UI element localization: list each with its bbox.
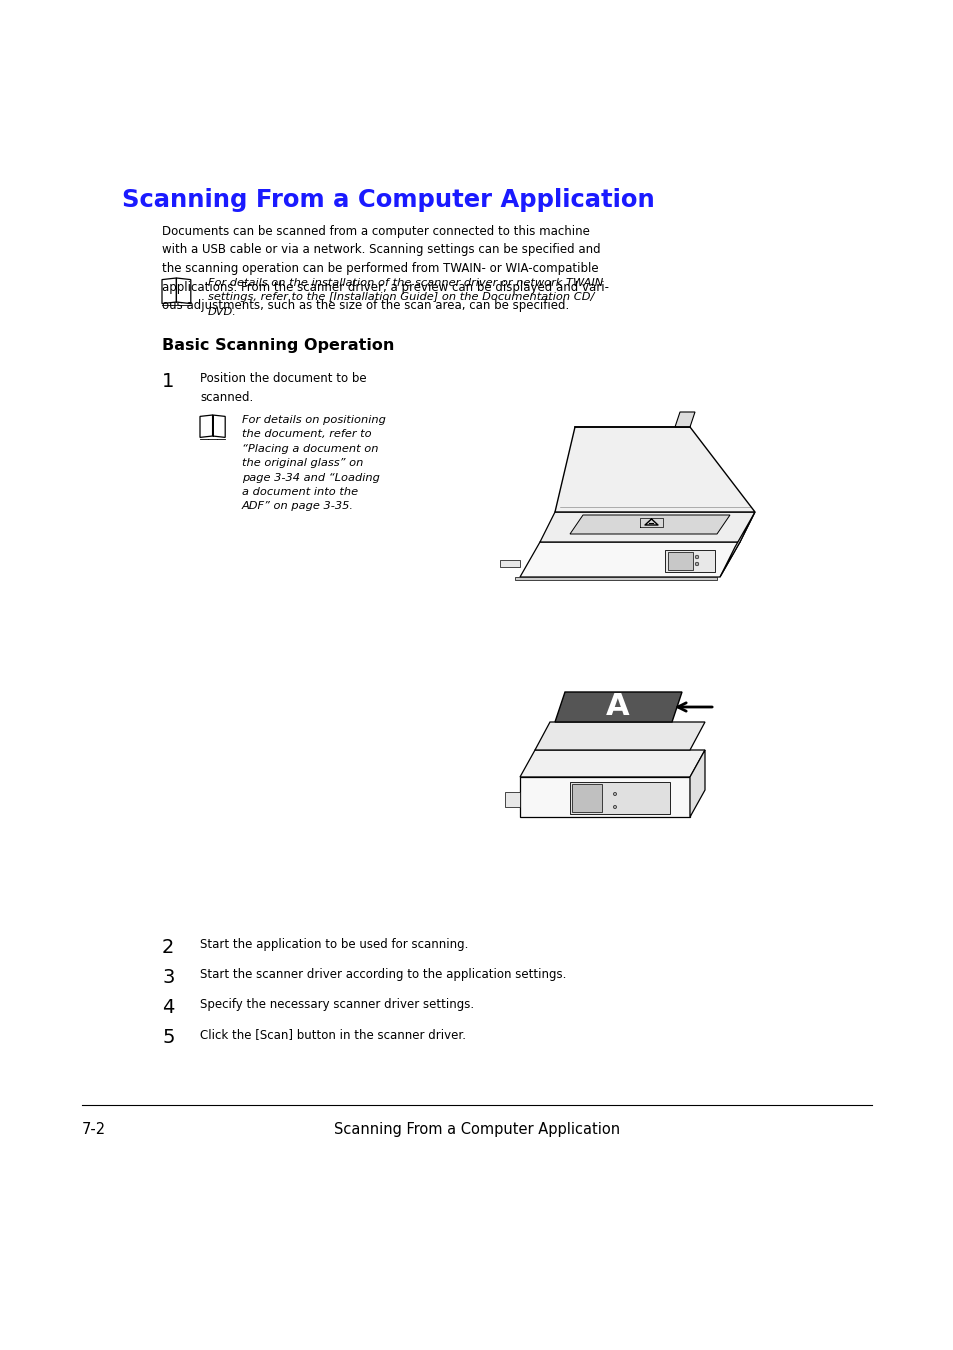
- Circle shape: [675, 562, 679, 566]
- Circle shape: [583, 792, 586, 795]
- Text: Start the scanner driver according to the application settings.: Start the scanner driver according to th…: [200, 968, 566, 981]
- Circle shape: [695, 555, 698, 559]
- Text: 1: 1: [162, 373, 174, 391]
- Polygon shape: [555, 693, 681, 722]
- Text: 4: 4: [162, 998, 174, 1017]
- Polygon shape: [689, 751, 704, 817]
- Circle shape: [684, 555, 688, 559]
- Polygon shape: [504, 792, 519, 807]
- Polygon shape: [519, 751, 704, 778]
- Text: Documents can be scanned from a computer connected to this machine
with a USB ca: Documents can be scanned from a computer…: [162, 225, 608, 312]
- Polygon shape: [569, 514, 729, 535]
- Polygon shape: [535, 722, 704, 751]
- Text: Scanning From a Computer Application: Scanning From a Computer Application: [334, 1122, 619, 1137]
- Polygon shape: [555, 427, 754, 512]
- Circle shape: [675, 555, 679, 559]
- Text: 5: 5: [162, 1027, 174, 1048]
- Text: 3: 3: [162, 968, 174, 987]
- Circle shape: [598, 792, 601, 795]
- Circle shape: [684, 562, 688, 566]
- Text: For details on the installation of the scanner driver or network TWAIN
settings,: For details on the installation of the s…: [208, 278, 602, 317]
- Polygon shape: [720, 512, 754, 576]
- Polygon shape: [569, 782, 669, 814]
- Circle shape: [695, 562, 698, 566]
- Text: 2: 2: [162, 938, 174, 957]
- Text: Scanning From a Computer Application: Scanning From a Computer Application: [122, 188, 654, 212]
- Circle shape: [598, 806, 601, 809]
- Text: A: A: [605, 693, 629, 721]
- Polygon shape: [519, 778, 689, 817]
- Polygon shape: [572, 784, 601, 811]
- Circle shape: [613, 806, 616, 809]
- Polygon shape: [539, 512, 754, 541]
- Circle shape: [613, 792, 616, 795]
- Text: For details on positioning
the document, refer to
“Placing a document on
the ori: For details on positioning the document,…: [242, 414, 385, 512]
- Text: 7-2: 7-2: [82, 1122, 106, 1137]
- Text: Click the [Scan] button in the scanner driver.: Click the [Scan] button in the scanner d…: [200, 1027, 465, 1041]
- Circle shape: [583, 806, 586, 809]
- Text: Specify the necessary scanner driver settings.: Specify the necessary scanner driver set…: [200, 998, 474, 1011]
- Polygon shape: [675, 412, 695, 427]
- Polygon shape: [667, 552, 692, 570]
- Text: Position the document to be
scanned.: Position the document to be scanned.: [200, 373, 366, 404]
- Polygon shape: [499, 560, 519, 567]
- Polygon shape: [519, 541, 740, 576]
- Polygon shape: [515, 576, 717, 580]
- Text: Basic Scanning Operation: Basic Scanning Operation: [162, 338, 394, 352]
- Text: Start the application to be used for scanning.: Start the application to be used for sca…: [200, 938, 468, 950]
- Polygon shape: [664, 549, 714, 572]
